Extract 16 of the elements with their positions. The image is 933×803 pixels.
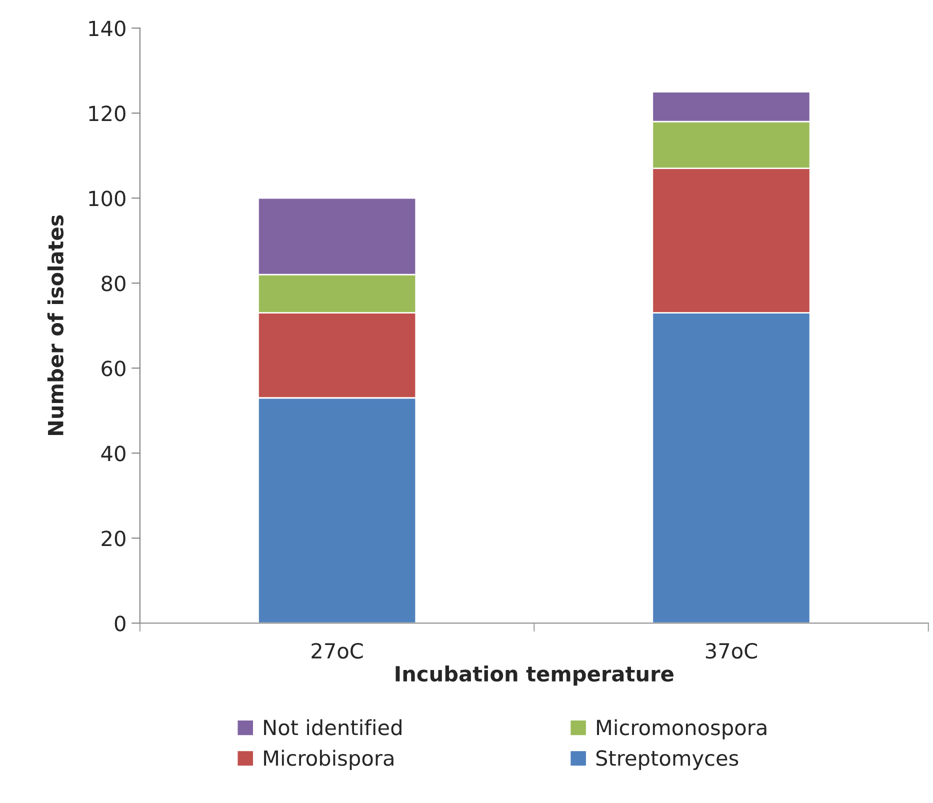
y-tick-label: 100	[89, 190, 126, 206]
y-axis-title: Number of isolates	[47, 215, 64, 436]
x-tick-label: 27oC	[312, 642, 363, 659]
legend-label: Not identified	[264, 719, 402, 736]
y-tick-label: 120	[89, 106, 126, 122]
y-tick-label: 40	[101, 446, 126, 462]
x-axis-title: Incubation temperature	[396, 666, 674, 686]
legend-label: Microbispora	[264, 750, 394, 770]
legend-label: Streptomyces	[596, 750, 738, 770]
y-tick-label: 60	[102, 360, 126, 376]
x-tick-label: 37oC	[706, 642, 758, 659]
y-tick-label: 80	[102, 276, 126, 292]
y-tick-label: 20	[102, 530, 126, 546]
legend-label: Micromonospora	[597, 719, 766, 740]
y-tick-label: 140	[89, 20, 126, 36]
y-tick-label: 0	[114, 616, 126, 632]
